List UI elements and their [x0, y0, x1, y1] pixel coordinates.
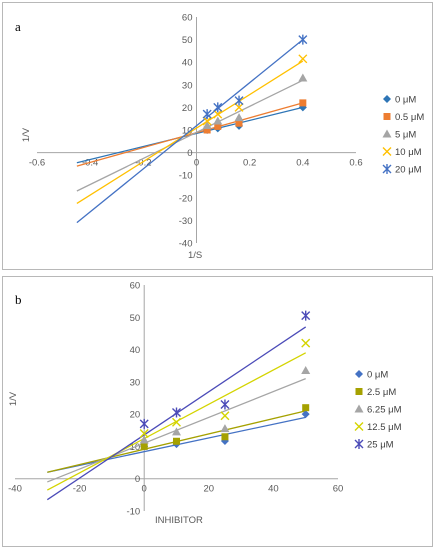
data-point-series-1: [235, 119, 243, 127]
data-point-series-2: [234, 113, 244, 122]
data-point-series-1: [299, 99, 307, 107]
data-point-series-2: [139, 435, 149, 444]
data-point-series-1: [214, 122, 222, 130]
legend-marker-2: [354, 404, 364, 413]
trendline-series-2: [76, 79, 304, 192]
y-tick-label: 0: [187, 148, 192, 159]
y-tick-label: -10: [179, 171, 193, 182]
x-tick-label: 0.2: [243, 158, 256, 169]
y-tick-label: 50: [130, 313, 141, 324]
chart-panel-a: a-0.6-0.4-0.200.20.40.6-40-30-20-1001020…: [2, 2, 433, 270]
data-point-series-2: [213, 116, 223, 125]
chart-a-svg: a-0.6-0.4-0.200.20.40.6-40-30-20-1001020…: [15, 13, 424, 262]
y-tick-label: 10: [182, 126, 193, 137]
x-tick-label: -0.6: [29, 158, 45, 169]
legend-marker-4: [382, 164, 392, 174]
y-axis-title: 1/V: [21, 127, 32, 142]
x-tick-label: 0.6: [349, 158, 362, 169]
legend-entry-4: 20 μM: [395, 165, 422, 176]
x-tick-label: -0.2: [135, 158, 151, 169]
y-tick-label: 60: [130, 281, 141, 292]
legend-marker-1: [355, 388, 363, 395]
y-tick-label: 50: [182, 35, 193, 46]
x-tick-label: -40: [8, 484, 22, 495]
y-tick-label: 30: [130, 377, 141, 388]
legend-marker-0: [383, 95, 391, 103]
y-tick-label: -30: [179, 216, 193, 227]
data-point-series-4: [172, 407, 181, 418]
x-tick-label: 60: [333, 484, 344, 495]
legend-entry-0: 0 μM: [395, 95, 416, 106]
x-tick-label: 20: [204, 484, 215, 495]
x-tick-label: 40: [268, 484, 279, 495]
legend-entry-4: 25 μM: [367, 440, 394, 451]
legend-marker-3: [354, 422, 364, 431]
legend-entry-1: 0.5 μM: [395, 112, 424, 123]
data-point-series-4: [213, 102, 223, 113]
legend-entry-2: 6.25 μM: [367, 405, 402, 416]
data-point-series-2: [172, 427, 181, 436]
data-point-series-1: [302, 404, 310, 412]
trendline-series-3: [76, 60, 304, 204]
y-tick-label: -20: [179, 193, 193, 204]
data-point-series-2: [220, 424, 230, 433]
data-point-series-4: [139, 418, 149, 429]
x-tick-label: -20: [73, 484, 87, 495]
legend-marker-3: [382, 147, 392, 156]
y-tick-label: 40: [130, 345, 141, 356]
x-axis-title: 1/S: [188, 250, 202, 261]
legend-entry-1: 2.5 μM: [367, 387, 396, 398]
data-point-series-1: [221, 433, 229, 441]
y-tick-label: 40: [182, 58, 193, 69]
x-axis-title: INHIBITOR: [155, 515, 203, 526]
data-point-series-3: [301, 338, 311, 348]
data-point-series-3: [202, 116, 212, 126]
legend-entry-2: 5 μM: [395, 130, 416, 141]
data-point-series-2: [301, 366, 311, 375]
data-point-series-4: [234, 95, 244, 106]
data-point-series-0: [301, 410, 310, 419]
legend-marker-0: [355, 370, 363, 378]
data-point-series-1: [140, 442, 148, 450]
legend-entry-3: 12.5 μM: [367, 422, 402, 433]
data-point-series-1: [203, 126, 211, 134]
trendline-series-1: [76, 102, 304, 167]
y-tick-label: 20: [182, 103, 193, 114]
panel-label: a: [15, 19, 21, 34]
chart-panel-b: b-40-200204060-100102030405060INHIBITOR1…: [2, 276, 433, 547]
panel-label: b: [15, 292, 22, 307]
data-point-series-3: [220, 411, 230, 421]
data-point-series-1: [173, 437, 180, 445]
legend-marker-1: [383, 113, 391, 120]
data-point-series-3: [172, 417, 181, 427]
data-point-series-3: [213, 109, 223, 119]
data-point-series-3: [298, 54, 308, 64]
data-point-series-2: [202, 120, 212, 129]
y-tick-label: 20: [130, 410, 141, 421]
data-point-series-3: [139, 429, 149, 439]
y-tick-label: -40: [179, 239, 193, 250]
legend-marker-4: [354, 439, 364, 449]
data-point-series-4: [298, 34, 308, 45]
y-axis-title: 1/V: [8, 391, 19, 406]
y-tick-label: 60: [182, 13, 193, 24]
x-tick-label: 0: [142, 484, 147, 495]
legend-entry-3: 10 μM: [395, 147, 422, 158]
x-tick-label: 0.4: [296, 158, 309, 169]
y-tick-label: -10: [126, 507, 140, 518]
trendline-series-4: [76, 39, 304, 224]
data-point-series-4: [301, 310, 311, 321]
data-point-series-4: [220, 399, 230, 410]
legend-marker-2: [382, 129, 392, 138]
legend-entry-0: 0 μM: [367, 370, 388, 381]
data-point-series-4: [202, 109, 212, 120]
chart-b-svg: b-40-200204060-100102030405060INHIBITOR1…: [8, 281, 402, 527]
data-point-series-2: [298, 73, 308, 82]
y-tick-label: 30: [182, 80, 193, 91]
data-point-series-3: [234, 102, 244, 112]
y-tick-label: 0: [135, 474, 140, 485]
x-tick-label: 0: [194, 158, 199, 169]
